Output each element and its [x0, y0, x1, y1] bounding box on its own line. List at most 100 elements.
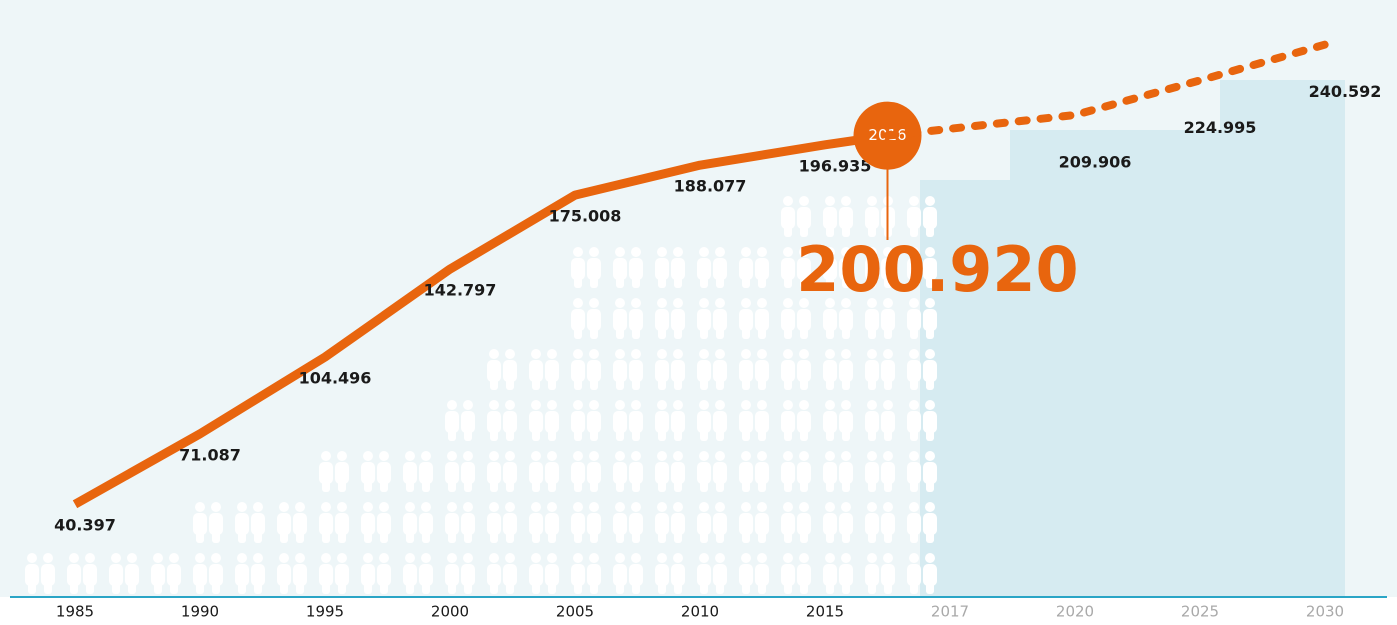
icon — [547, 400, 557, 410]
icon — [884, 323, 892, 339]
icon — [742, 527, 750, 543]
icon — [825, 400, 835, 410]
icon — [490, 425, 498, 441]
icon — [615, 247, 625, 257]
icon — [238, 527, 246, 543]
icon — [910, 425, 918, 441]
icon — [699, 349, 709, 359]
icon — [884, 578, 892, 594]
icon — [784, 578, 792, 594]
icon — [532, 374, 540, 390]
icon — [699, 553, 709, 563]
icon — [337, 553, 347, 563]
icon — [674, 476, 682, 492]
icon — [741, 553, 751, 563]
icon — [589, 349, 599, 359]
icon — [700, 578, 708, 594]
icon — [615, 553, 625, 563]
icon — [909, 247, 919, 257]
icon — [799, 502, 809, 512]
icon — [715, 349, 725, 359]
icon — [826, 425, 834, 441]
icon — [715, 451, 725, 461]
icon — [322, 527, 330, 543]
icon — [657, 502, 667, 512]
icon — [548, 374, 556, 390]
icon — [321, 502, 331, 512]
icon — [758, 578, 766, 594]
icon — [112, 578, 120, 594]
icon — [211, 553, 221, 563]
data-label: 71.087 — [179, 445, 241, 464]
icon — [574, 527, 582, 543]
icon — [573, 553, 583, 563]
icon — [883, 247, 893, 257]
icon — [589, 298, 599, 308]
icon — [170, 578, 178, 594]
icon — [631, 400, 641, 410]
icon — [925, 349, 935, 359]
icon — [590, 272, 598, 288]
icon — [253, 502, 263, 512]
icon — [506, 527, 514, 543]
icon — [657, 400, 667, 410]
icon — [925, 502, 935, 512]
icon — [741, 349, 751, 359]
icon — [716, 578, 724, 594]
icon — [195, 502, 205, 512]
icon — [657, 553, 667, 563]
icon — [590, 323, 598, 339]
icon — [658, 374, 666, 390]
icon — [379, 451, 389, 461]
icon — [868, 425, 876, 441]
icon — [406, 527, 414, 543]
icon — [784, 323, 792, 339]
icon — [716, 374, 724, 390]
icon — [405, 553, 415, 563]
icon — [841, 553, 851, 563]
icon — [783, 349, 793, 359]
icon — [505, 502, 515, 512]
x-tick-label: 2015 — [806, 603, 844, 621]
icon — [926, 578, 934, 594]
icon — [674, 374, 682, 390]
icon — [842, 425, 850, 441]
data-label: 209.906 — [1059, 153, 1132, 172]
icon — [448, 527, 456, 543]
icon — [799, 400, 809, 410]
icon — [673, 349, 683, 359]
icon — [800, 272, 808, 288]
icon — [573, 349, 583, 359]
icon — [632, 374, 640, 390]
icon — [884, 476, 892, 492]
icon — [910, 323, 918, 339]
icon — [406, 578, 414, 594]
icon — [506, 476, 514, 492]
icon — [910, 527, 918, 543]
icon — [925, 451, 935, 461]
icon — [615, 349, 625, 359]
icon — [758, 476, 766, 492]
icon — [926, 221, 934, 237]
icon — [868, 221, 876, 237]
icon — [909, 451, 919, 461]
icon — [364, 578, 372, 594]
icon — [447, 451, 457, 461]
icon — [380, 578, 388, 594]
icon — [632, 323, 640, 339]
icon — [506, 374, 514, 390]
icon — [673, 247, 683, 257]
icon — [716, 527, 724, 543]
icon — [27, 553, 37, 563]
icon — [422, 527, 430, 543]
icon — [615, 502, 625, 512]
icon — [700, 527, 708, 543]
icon — [422, 578, 430, 594]
icon — [631, 451, 641, 461]
x-tick-label: 2020 — [1056, 603, 1094, 621]
icon — [464, 578, 472, 594]
icon — [784, 221, 792, 237]
icon — [169, 553, 179, 563]
icon — [842, 323, 850, 339]
icon — [841, 400, 851, 410]
